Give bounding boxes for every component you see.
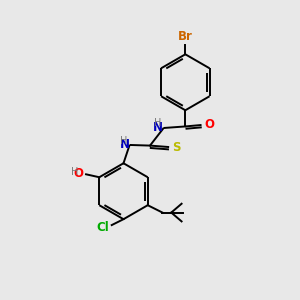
Text: S: S <box>172 141 181 154</box>
Text: N: N <box>153 121 163 134</box>
Text: O: O <box>205 118 214 131</box>
Text: H: H <box>71 167 79 177</box>
Text: H: H <box>120 136 127 146</box>
Text: Cl: Cl <box>96 221 109 234</box>
Text: N: N <box>119 138 129 151</box>
Text: Br: Br <box>178 30 193 43</box>
Text: H: H <box>154 118 161 128</box>
Text: O: O <box>73 167 83 180</box>
